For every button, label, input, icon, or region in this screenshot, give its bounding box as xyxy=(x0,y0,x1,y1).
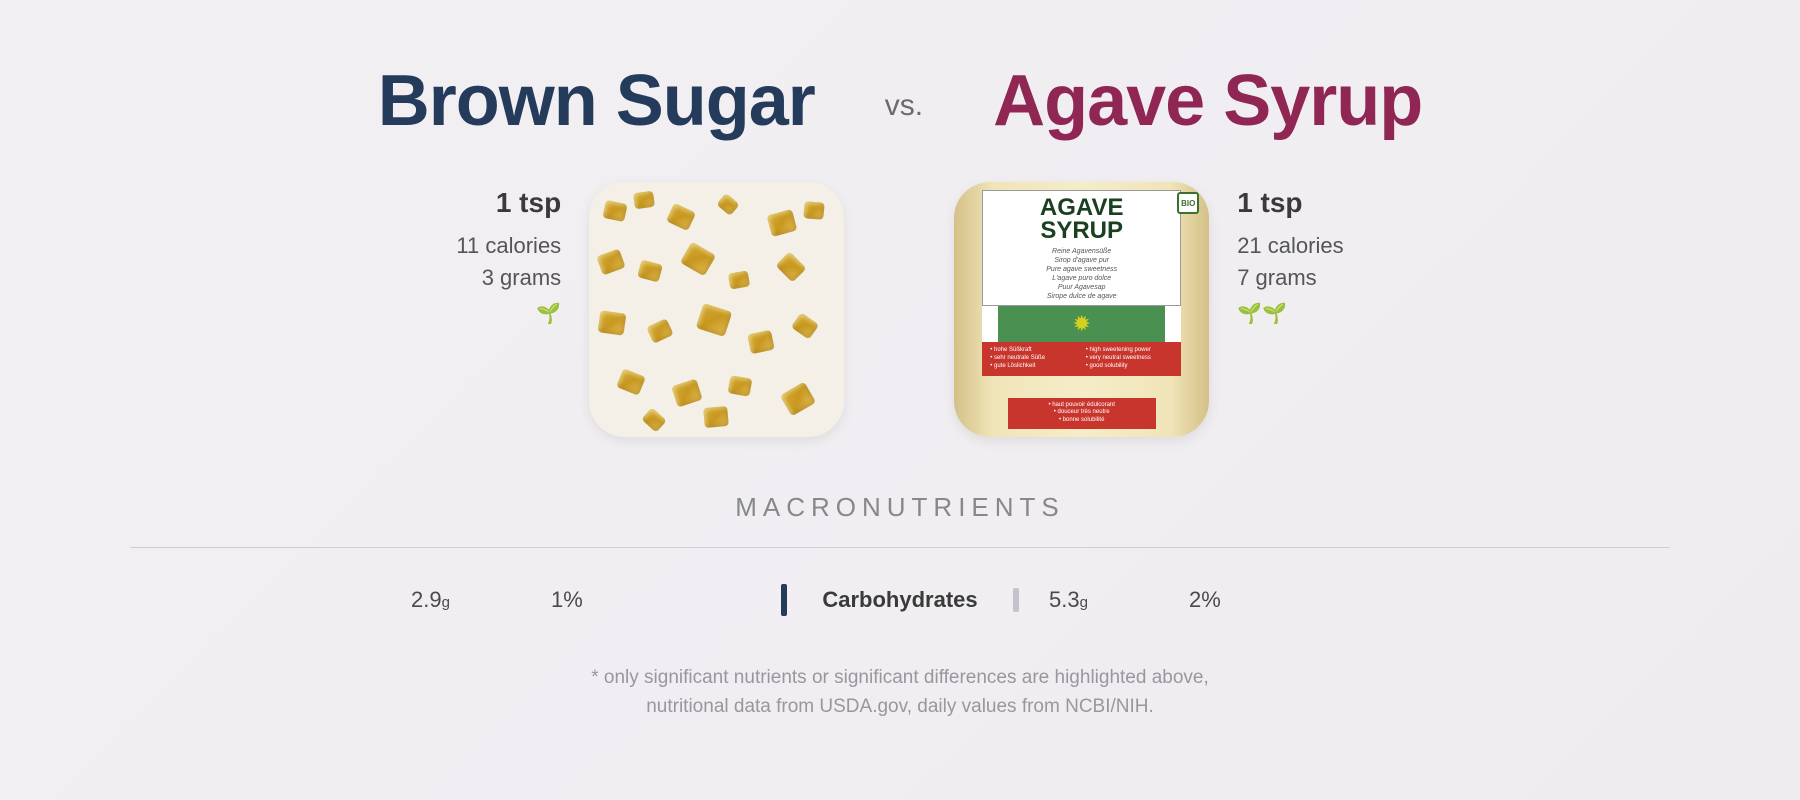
left-calories: 11 calories xyxy=(456,233,561,259)
right-title: Agave Syrup xyxy=(993,60,1422,142)
macro-row: 2.9g 1% Carbohydrates 5.3g 2% xyxy=(130,584,1670,616)
footnote-line2: nutritional data from USDA.gov, daily va… xyxy=(130,693,1670,722)
bottle-title-2: SYRUP xyxy=(991,220,1172,243)
divider xyxy=(130,547,1670,548)
left-image xyxy=(589,182,844,437)
right-serving: 1 tsp xyxy=(1237,187,1343,219)
left-carb-unit: g xyxy=(442,594,450,611)
right-sprout-icon: 🌱🌱 xyxy=(1237,301,1343,326)
footnote-line1: * only significant nutrients or signific… xyxy=(130,664,1670,693)
right-image: BIO AGAVE SYRUP Reine AgavensüßeSirop d'… xyxy=(954,182,1209,437)
left-title: Brown Sugar xyxy=(378,60,815,142)
macro-label: Carbohydrates xyxy=(815,587,985,613)
vs-label: vs. xyxy=(885,89,923,123)
plant-icon: ✹ xyxy=(1072,311,1090,337)
left-stats: 1 tsp 11 calories 3 grams 🌱 xyxy=(456,182,561,326)
comparison-header: Brown Sugar vs. Agave Syrup xyxy=(130,60,1670,142)
comparison-body: 1 tsp 11 calories 3 grams 🌱 1 tsp 21 cal… xyxy=(130,182,1670,437)
bottle-red-band2: • haut pouvoir édulcorant• douceur très … xyxy=(1008,398,1156,429)
bottle-green-band: ✹ xyxy=(982,306,1181,342)
footnote: * only significant nutrients or signific… xyxy=(130,664,1670,721)
left-item-block: 1 tsp 11 calories 3 grams 🌱 xyxy=(456,182,844,437)
left-macro-values: 2.9g 1% xyxy=(341,587,781,613)
macro-center: Carbohydrates xyxy=(781,584,1019,616)
bottle-red-band: • hohe Süßkraft• sehr neutrale Süße• gut… xyxy=(982,342,1181,375)
bio-badge: BIO xyxy=(1177,192,1199,214)
left-sprout-icon: 🌱 xyxy=(456,301,561,326)
right-carb-pct: 2% xyxy=(1189,587,1221,613)
bottle-label: BIO AGAVE SYRUP Reine AgavensüßeSirop d'… xyxy=(982,190,1181,306)
left-carb-pct: 1% xyxy=(551,587,583,613)
right-calories: 21 calories xyxy=(1237,233,1343,259)
left-carb-value: 2.9 xyxy=(411,587,442,612)
section-title: MACRONUTRIENTS xyxy=(130,492,1670,523)
left-serving: 1 tsp xyxy=(456,187,561,219)
bottle-subtext: Reine AgavensüßeSirop d'agave purPure ag… xyxy=(991,247,1172,302)
right-grams: 7 grams xyxy=(1237,265,1343,291)
left-grams: 3 grams xyxy=(456,265,561,291)
right-carb-unit: g xyxy=(1080,594,1088,611)
right-stats: 1 tsp 21 calories 7 grams 🌱🌱 xyxy=(1237,182,1343,326)
right-macro-values: 5.3g 2% xyxy=(1019,587,1459,613)
left-bar xyxy=(781,584,787,616)
right-item-block: 1 tsp 21 calories 7 grams 🌱🌱 BIO AGAVE S… xyxy=(954,182,1343,437)
right-carb-value: 5.3 xyxy=(1049,587,1080,612)
